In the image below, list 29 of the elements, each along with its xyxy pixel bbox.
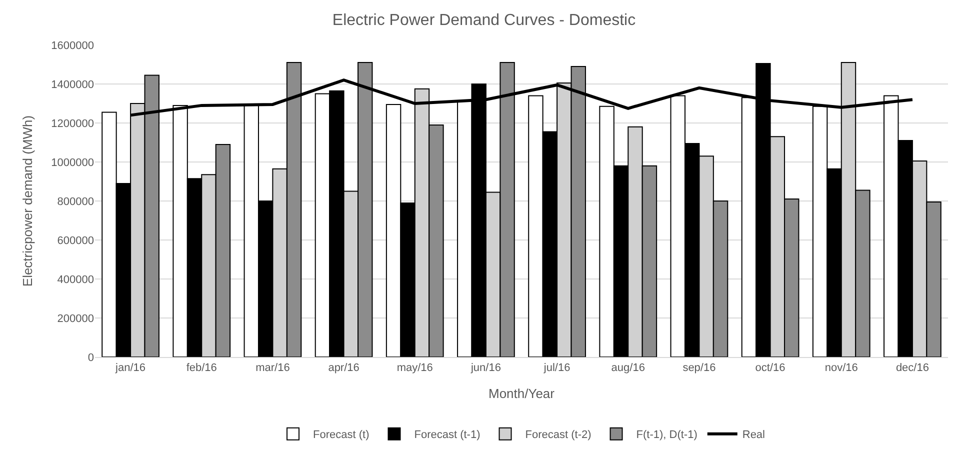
y-tick-label: 200000	[57, 312, 94, 325]
legend-label: Real	[742, 429, 765, 442]
chart-title: Electric Power Demand Curves - Domestic	[332, 12, 636, 30]
y-tick-label: 1000000	[51, 156, 94, 169]
y-tick-label: 1400000	[51, 78, 94, 91]
y-tick-label: 400000	[57, 274, 94, 286]
x-tick-label: aug/16	[611, 362, 645, 374]
x-tick-label: jan/16	[114, 362, 146, 374]
x-tick-label: jul/16	[542, 362, 570, 374]
x-tick-label: sep/16	[682, 362, 716, 374]
x-tick-label: dec/16	[896, 362, 929, 374]
y-tick-label: 600000	[57, 234, 94, 247]
x-tick-label: may/16	[396, 362, 433, 374]
x-tick-label: mar/16	[256, 362, 290, 374]
x-tick-label: nov/16	[824, 362, 858, 374]
x-tick-label: oct/16	[755, 362, 786, 374]
y-axis-title: Electricpower demand (MWh)	[20, 115, 36, 287]
x-axis-title: Month/Year	[488, 386, 556, 401]
x-tick-label: feb/16	[186, 362, 217, 374]
legend-label: F(t-1), D(t-1)	[636, 429, 698, 442]
legend-label: Forecast (t-1)	[414, 429, 480, 442]
x-tick-label: jun/16	[470, 362, 501, 374]
x-tick-label: apr/16	[328, 362, 360, 374]
legend-label: Forecast (t)	[313, 429, 370, 442]
y-tick-label: 0	[88, 352, 94, 364]
y-tick-label: 1600000	[51, 40, 94, 52]
y-tick-label: 800000	[57, 196, 94, 208]
legend-label: Forecast (t-2)	[525, 429, 592, 442]
y-tick-label: 1200000	[51, 118, 94, 130]
